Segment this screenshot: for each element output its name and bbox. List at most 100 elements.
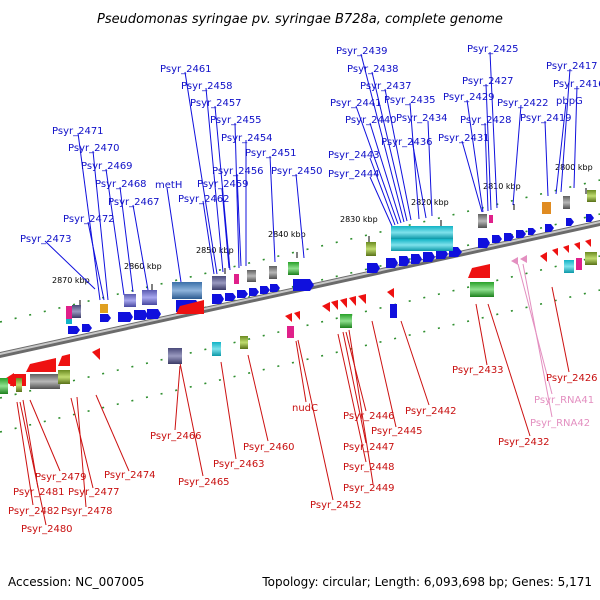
feature-block (340, 314, 352, 328)
scale-label: 2800 kbp (555, 163, 593, 172)
gene-label: Psyr_2438 (347, 64, 399, 75)
gene-arrow (260, 286, 270, 294)
gene-label: Psyr_2481 (13, 487, 65, 498)
gene-label: Psyr_2449 (343, 483, 395, 494)
gene-arrow (92, 348, 100, 360)
gene-arrow (118, 312, 133, 322)
gene-arrow (293, 279, 314, 291)
gene-arrow (134, 310, 148, 320)
scale-labels: 2870 kbp 2860 kbp 2850 kbp 2840 kbp 2830… (52, 163, 593, 285)
gene-label: Psyr_2457 (190, 98, 242, 109)
gene-label: Psyr_2461 (160, 64, 212, 75)
top-leader-lines (44, 51, 578, 301)
feature-block (58, 370, 70, 384)
gene-label: Psyr_2445 (371, 426, 423, 437)
rna-arrow (520, 255, 527, 263)
feature-block (585, 252, 597, 265)
rna-label: Psyr_RNA42 (530, 418, 590, 429)
accession-text: Accession: NC_007005 (8, 575, 144, 589)
feature-block (0, 378, 8, 394)
gene-arrow (285, 313, 292, 322)
gene-label: Psyr_2427 (462, 76, 514, 87)
gene-label: Psyr_2455 (210, 115, 262, 126)
feature-block (142, 290, 157, 305)
gene-label: Psyr_2472 (63, 214, 115, 225)
gene-arrow (331, 300, 338, 310)
feature-block (564, 260, 574, 273)
gene-arrow (294, 311, 300, 320)
gene-label: Psyr_2482 (8, 506, 60, 517)
gene-label: Psyr_2471 (52, 126, 104, 137)
gene-label: Psyr_2454 (221, 133, 273, 144)
gene-arrow (574, 242, 580, 250)
gene-label: Psyr_2458 (181, 81, 233, 92)
rna-label: Psyr_RNA41 (534, 395, 594, 406)
gene-arrow (237, 290, 248, 298)
gene-arrow (552, 248, 558, 256)
feature-block (576, 258, 582, 270)
gene-arrow (147, 309, 161, 319)
gene-arrow (322, 302, 330, 312)
feature-block (30, 374, 60, 389)
scale-label: 2810 kbp (483, 182, 521, 191)
gene-label: Psyr_2431 (438, 133, 490, 144)
gene-arrow (411, 254, 422, 264)
gene-label: Psyr_2478 (61, 506, 113, 517)
gene-arrow (436, 249, 448, 259)
feature-block (563, 196, 570, 209)
gene-label: Psyr_2432 (498, 437, 550, 448)
gene-label: Psyr_2434 (396, 113, 448, 124)
feature-block (391, 226, 453, 239)
gene-label: Psyr_2441 (330, 98, 382, 109)
gene-arrow (212, 294, 224, 304)
gene-arrow (340, 298, 347, 308)
gene-label: Psyr_2426 (546, 373, 598, 384)
feature-block (168, 348, 182, 364)
rna-arrow (511, 257, 518, 265)
annotation-blocks (0, 190, 597, 394)
scale-label: 2850 kbp (196, 246, 234, 255)
gene-label: Psyr_2452 (310, 500, 362, 511)
feature-block (542, 202, 551, 214)
gene-label: Psyr_2451 (245, 148, 297, 159)
gene-arrow (585, 239, 591, 247)
gene-label: Psyr_2433 (452, 365, 504, 376)
gene-arrow (58, 354, 70, 366)
gene-arrow (540, 252, 547, 262)
gene-arrow (516, 230, 526, 238)
gene-label: Psyr_2416 (553, 79, 600, 90)
gene-label: Psyr_2474 (104, 470, 156, 481)
gene-label: Psyr_2443 (328, 150, 380, 161)
feature-block (124, 294, 136, 307)
scale-label: 2840 kbp (268, 230, 306, 239)
gene-label: Psyr_2442 (405, 406, 457, 417)
scale-label: 2860 kbp (124, 262, 162, 271)
gene-label: Psyr_2468 (95, 179, 147, 190)
gene-label: Psyr_2456 (212, 166, 264, 177)
gene-arrow (387, 288, 394, 298)
rna-gene-labels: Psyr_RNA41 Psyr_RNA42 (530, 395, 594, 429)
gene-arrow (504, 233, 514, 241)
bottom-gene-labels: Psyr_2479 Psyr_2481 Psyr_2477 Psyr_2482 … (8, 365, 598, 535)
gene-label: Psyr_2479 (35, 472, 87, 483)
gene-label: Psyr_2460 (243, 442, 295, 453)
gene-label: Psyr_2425 (467, 44, 519, 55)
feature-block (478, 214, 487, 228)
gene-label: Psyr_2448 (343, 462, 395, 473)
feature-block (72, 305, 81, 318)
feature-block (390, 304, 397, 318)
gene-label: Psyr_2473 (20, 234, 72, 245)
gene-label: Psyr_2428 (460, 115, 512, 126)
forward-features (68, 214, 594, 334)
gene-label: Psyr_2470 (68, 143, 120, 154)
gene-arrow (249, 288, 259, 296)
gene-label: pbpG (556, 96, 583, 107)
gene-label: Psyr_2466 (150, 431, 202, 442)
gene-arrow (492, 235, 502, 243)
gene-label: nudC (292, 403, 318, 414)
feature-block (288, 262, 299, 275)
gene-arrow (68, 326, 80, 334)
gene-label: Psyr_2422 (497, 98, 549, 109)
feature-block (66, 319, 72, 324)
